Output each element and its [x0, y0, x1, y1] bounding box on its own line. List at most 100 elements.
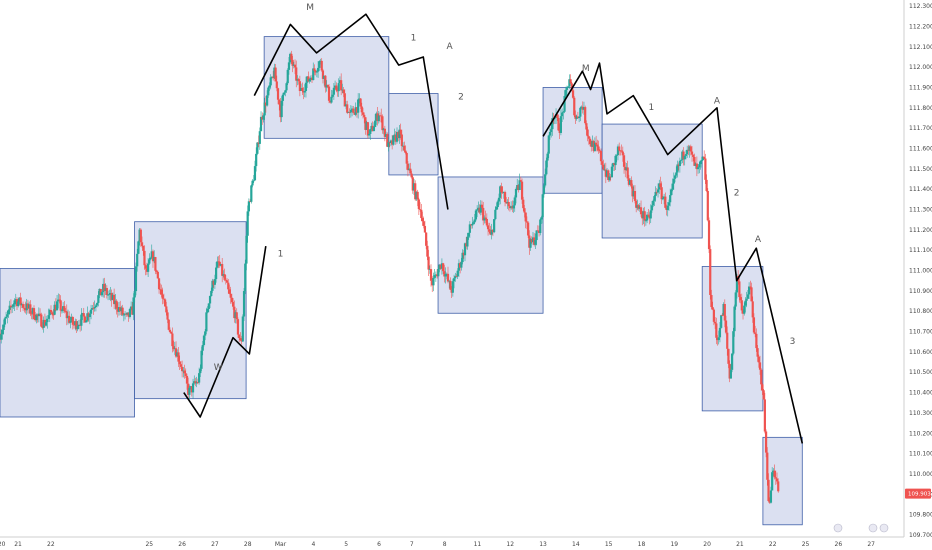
- candle-body: [743, 305, 746, 314]
- candle-body: [224, 279, 227, 281]
- candle-body: [613, 163, 616, 166]
- price-tick-label: 111.500: [909, 166, 932, 173]
- candle-body: [593, 142, 597, 151]
- candle-body: [772, 470, 775, 473]
- wave-label: 1: [278, 249, 284, 259]
- candle-body: [614, 155, 617, 166]
- candle-body: [512, 205, 515, 209]
- candle-body: [663, 196, 666, 199]
- candle-body: [392, 135, 395, 145]
- candle-body: [276, 88, 280, 100]
- candle-body: [46, 318, 49, 323]
- candle-body: [162, 298, 166, 300]
- candle-body: [734, 292, 737, 307]
- candle-body: [134, 266, 138, 292]
- price-tick-label: 110.800: [909, 308, 932, 315]
- us-flag-icon[interactable]: [868, 523, 878, 533]
- candle-body: [715, 323, 718, 338]
- candle-body: [37, 313, 40, 317]
- candle-body: [337, 83, 340, 92]
- price-axis[interactable]: 112.300 112.200 112.100 112.000 111.900 111.8…: [909, 3, 932, 539]
- candle-body: [520, 181, 524, 200]
- candle-body: [597, 146, 600, 151]
- candle-body: [422, 221, 425, 226]
- candle-body: [60, 310, 64, 312]
- candle-body: [665, 207, 668, 210]
- time-tick-label: 7: [410, 541, 414, 548]
- candle-body: [431, 280, 434, 286]
- price-tick-label: 112.000: [909, 64, 932, 71]
- candle-body: [490, 229, 493, 235]
- candle-body: [38, 313, 42, 315]
- candle-body: [428, 269, 431, 270]
- candle-body: [705, 179, 708, 191]
- candle-body: [246, 211, 249, 236]
- candle-body: [92, 307, 95, 309]
- price-tick-label: 110.700: [909, 329, 932, 336]
- event-icons[interactable]: [833, 523, 889, 533]
- wave-label: W: [214, 363, 223, 373]
- candle-body: [25, 303, 28, 311]
- candle-body: [603, 169, 606, 171]
- candle-body: [494, 209, 497, 220]
- candle-body: [372, 126, 376, 131]
- price-tick-label: 111.600: [909, 145, 932, 152]
- candle-body: [688, 146, 691, 151]
- time-tick-label: 15: [605, 541, 613, 548]
- candle-body: [319, 60, 322, 62]
- us-flag-icon[interactable]: [879, 523, 889, 533]
- candle-body: [380, 115, 383, 117]
- candle-body: [381, 116, 384, 131]
- candle-body: [774, 477, 777, 479]
- candlesticks: [0, 50, 780, 504]
- candle-body: [777, 481, 780, 492]
- candle-body: [416, 191, 419, 200]
- candle-body: [467, 232, 470, 237]
- candle-body: [136, 253, 139, 267]
- candle-body: [329, 100, 332, 103]
- candle-body: [157, 278, 161, 290]
- candle-body: [751, 301, 754, 318]
- candle-body: [565, 87, 569, 90]
- candle-body: [193, 381, 196, 384]
- candle-body: [30, 313, 33, 315]
- candle-body: [225, 280, 229, 283]
- time-axis[interactable]: 20 21 22 25 26 27 28 Mar 4 5 6 7 8 11 12 13 14 15 18 19 20 21…: [0, 541, 875, 548]
- candle-body: [336, 90, 339, 92]
- candle-body: [91, 307, 94, 310]
- candle-body: [341, 89, 344, 91]
- candle-body: [358, 98, 361, 100]
- candle-body: [426, 245, 429, 257]
- candle-body: [94, 305, 98, 308]
- candle-body: [590, 144, 593, 147]
- candle-body: [403, 145, 406, 151]
- candle-body: [167, 319, 170, 330]
- candle-body: [721, 315, 724, 317]
- candle-body: [62, 306, 65, 311]
- candle-body: [724, 320, 728, 333]
- candle-body: [620, 150, 623, 152]
- price-tick-label: 110.100: [909, 451, 932, 458]
- candle-body: [541, 194, 544, 218]
- candle-body: [497, 197, 501, 202]
- candle-body: [493, 219, 496, 233]
- zone-boxes: [0, 36, 803, 526]
- price-tick-label: 111.100: [909, 247, 932, 254]
- candle-body: [771, 472, 774, 491]
- candle-body: [153, 257, 156, 262]
- candle-body: [1, 329, 4, 335]
- candle-body: [678, 160, 681, 167]
- candle-body: [391, 140, 394, 145]
- price-tick-label: 110.500: [909, 369, 932, 376]
- candle-body: [451, 281, 454, 293]
- candle-body: [20, 304, 23, 306]
- us-flag-icon[interactable]: [833, 523, 843, 533]
- candle-body: [575, 116, 578, 119]
- price-tick-label: 111.400: [909, 186, 932, 193]
- candle-body: [387, 142, 390, 147]
- wave-label: A: [714, 97, 721, 107]
- price-tick-label: 111.200: [909, 227, 932, 234]
- candle-body: [616, 146, 620, 156]
- candle-body: [696, 167, 700, 170]
- candle-body: [3, 318, 6, 325]
